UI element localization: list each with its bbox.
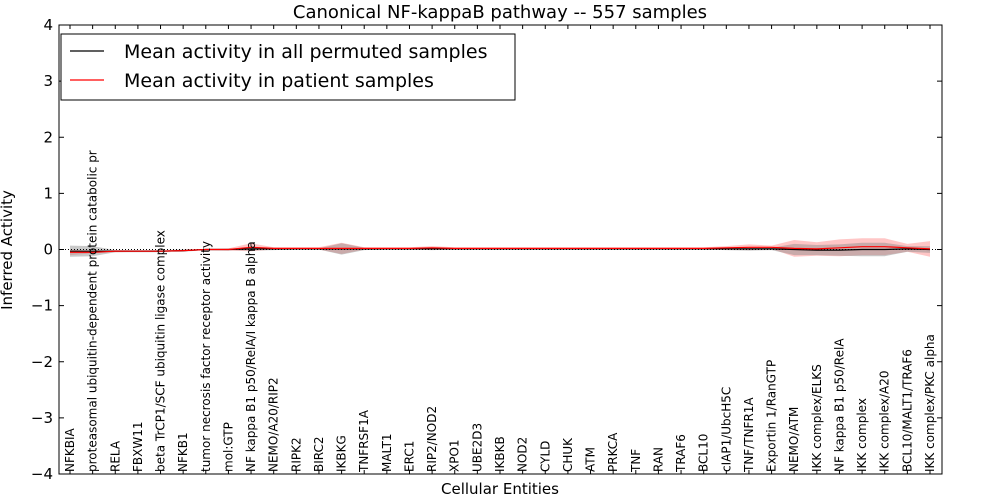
x-tick-label: Exportin 1/RanGTP bbox=[765, 360, 779, 472]
x-tick-label: RIPK2 bbox=[289, 437, 303, 472]
y-tick-label: −4 bbox=[31, 465, 53, 483]
x-tick-label: cIAP1/UbcH5C bbox=[719, 387, 733, 472]
x-tick-label: IKK complex/PKC alpha bbox=[923, 334, 937, 472]
x-tick-label: RELA bbox=[108, 440, 122, 472]
x-tick-label: NEMO/ATM bbox=[787, 407, 801, 472]
x-tick-label: RAN bbox=[651, 447, 665, 472]
y-tick-label: −3 bbox=[31, 409, 53, 427]
axes bbox=[58, 24, 943, 475]
x-tick-label: XPO1 bbox=[448, 439, 462, 472]
x-tick-label: NEMO/A20/RIP2 bbox=[267, 377, 281, 472]
x-tick-label: beta TrCP1/SCF ubiquitin ligase complex bbox=[154, 230, 168, 472]
y-tick-label: −1 bbox=[31, 297, 53, 315]
legend: Mean activity in all permuted samples Mea… bbox=[60, 33, 516, 101]
x-tick-label: CYLD bbox=[538, 441, 552, 472]
x-axis-label: Cellular Entities bbox=[441, 480, 559, 498]
legend-label-1: Mean activity in patient samples bbox=[124, 70, 434, 92]
x-tick-label: IKK complex/ELKS bbox=[810, 364, 824, 472]
y-tick-label: 3 bbox=[43, 72, 53, 90]
x-tick-label: MALT1 bbox=[380, 433, 394, 472]
y-tick-labels: −4 −3 −2 −1 0 1 2 3 4 bbox=[31, 16, 53, 483]
x-tick-label: NF kappa B1 p50/RelA/I kappa B alpha bbox=[244, 241, 258, 472]
x-tick-label: mol:GTP bbox=[221, 422, 235, 472]
x-tick-label: BIRC2 bbox=[312, 436, 326, 472]
x-tick-label: proteasomal ubiquitin-dependent protein … bbox=[86, 150, 100, 472]
chart-title: Canonical NF-kappaB pathway -- 557 sampl… bbox=[293, 2, 707, 23]
x-tick-label: BCL10 bbox=[697, 434, 711, 472]
band-series-1 bbox=[70, 238, 930, 257]
y-tick-label: 4 bbox=[43, 16, 53, 34]
series-line-1 bbox=[70, 246, 931, 253]
series-lines bbox=[59, 246, 942, 253]
x-tick-label: ATM bbox=[584, 447, 598, 472]
legend-label-0: Mean activity in all permuted samples bbox=[124, 41, 487, 63]
x-tick-label: FBXW11 bbox=[131, 422, 145, 473]
x-tick-label: TNFRSF1A bbox=[357, 409, 371, 473]
x-tick-label: PRKCA bbox=[606, 432, 620, 472]
y-tick-label: 2 bbox=[43, 128, 53, 146]
x-tick-label: IKK complex/A20 bbox=[878, 371, 892, 472]
x-tick-label: IKBKG bbox=[335, 435, 349, 472]
y-axis-label: Inferred Activity bbox=[0, 190, 16, 310]
x-tick-label: BCL10/MALT1/TRAF6 bbox=[900, 349, 914, 472]
y-tick-label: 1 bbox=[43, 184, 53, 202]
x-tick-label: TRAF6 bbox=[674, 434, 688, 473]
legend-box bbox=[60, 33, 516, 101]
x-tick-label: CHUK bbox=[561, 437, 575, 472]
x-tick-labels: NFKBIA proteasomal ubiquitin-dependent pr… bbox=[63, 150, 937, 473]
x-tick-label: tumor necrosis factor receptor activity bbox=[199, 241, 213, 472]
x-tick-label: NFKBIA bbox=[63, 427, 77, 472]
x-tick-label: TNF bbox=[629, 449, 643, 473]
y-tick-label: −2 bbox=[31, 353, 53, 371]
x-tick-label: ERC1 bbox=[403, 441, 417, 472]
x-tick-label: IKBKB bbox=[493, 436, 507, 472]
x-tick-label: TNF/TNFR1A bbox=[742, 397, 756, 473]
x-tick-label: NFKB1 bbox=[176, 432, 190, 472]
x-tick-label: NOD2 bbox=[516, 437, 530, 472]
x-tick-label: RIP2/NOD2 bbox=[425, 406, 439, 472]
x-tick-label: NF kappa B1 p50/RelA bbox=[833, 338, 847, 472]
y-tick-label: 0 bbox=[43, 241, 53, 259]
x-tick-label: UBE2D3 bbox=[470, 423, 484, 472]
x-tick-label: IKK complex bbox=[855, 398, 869, 472]
